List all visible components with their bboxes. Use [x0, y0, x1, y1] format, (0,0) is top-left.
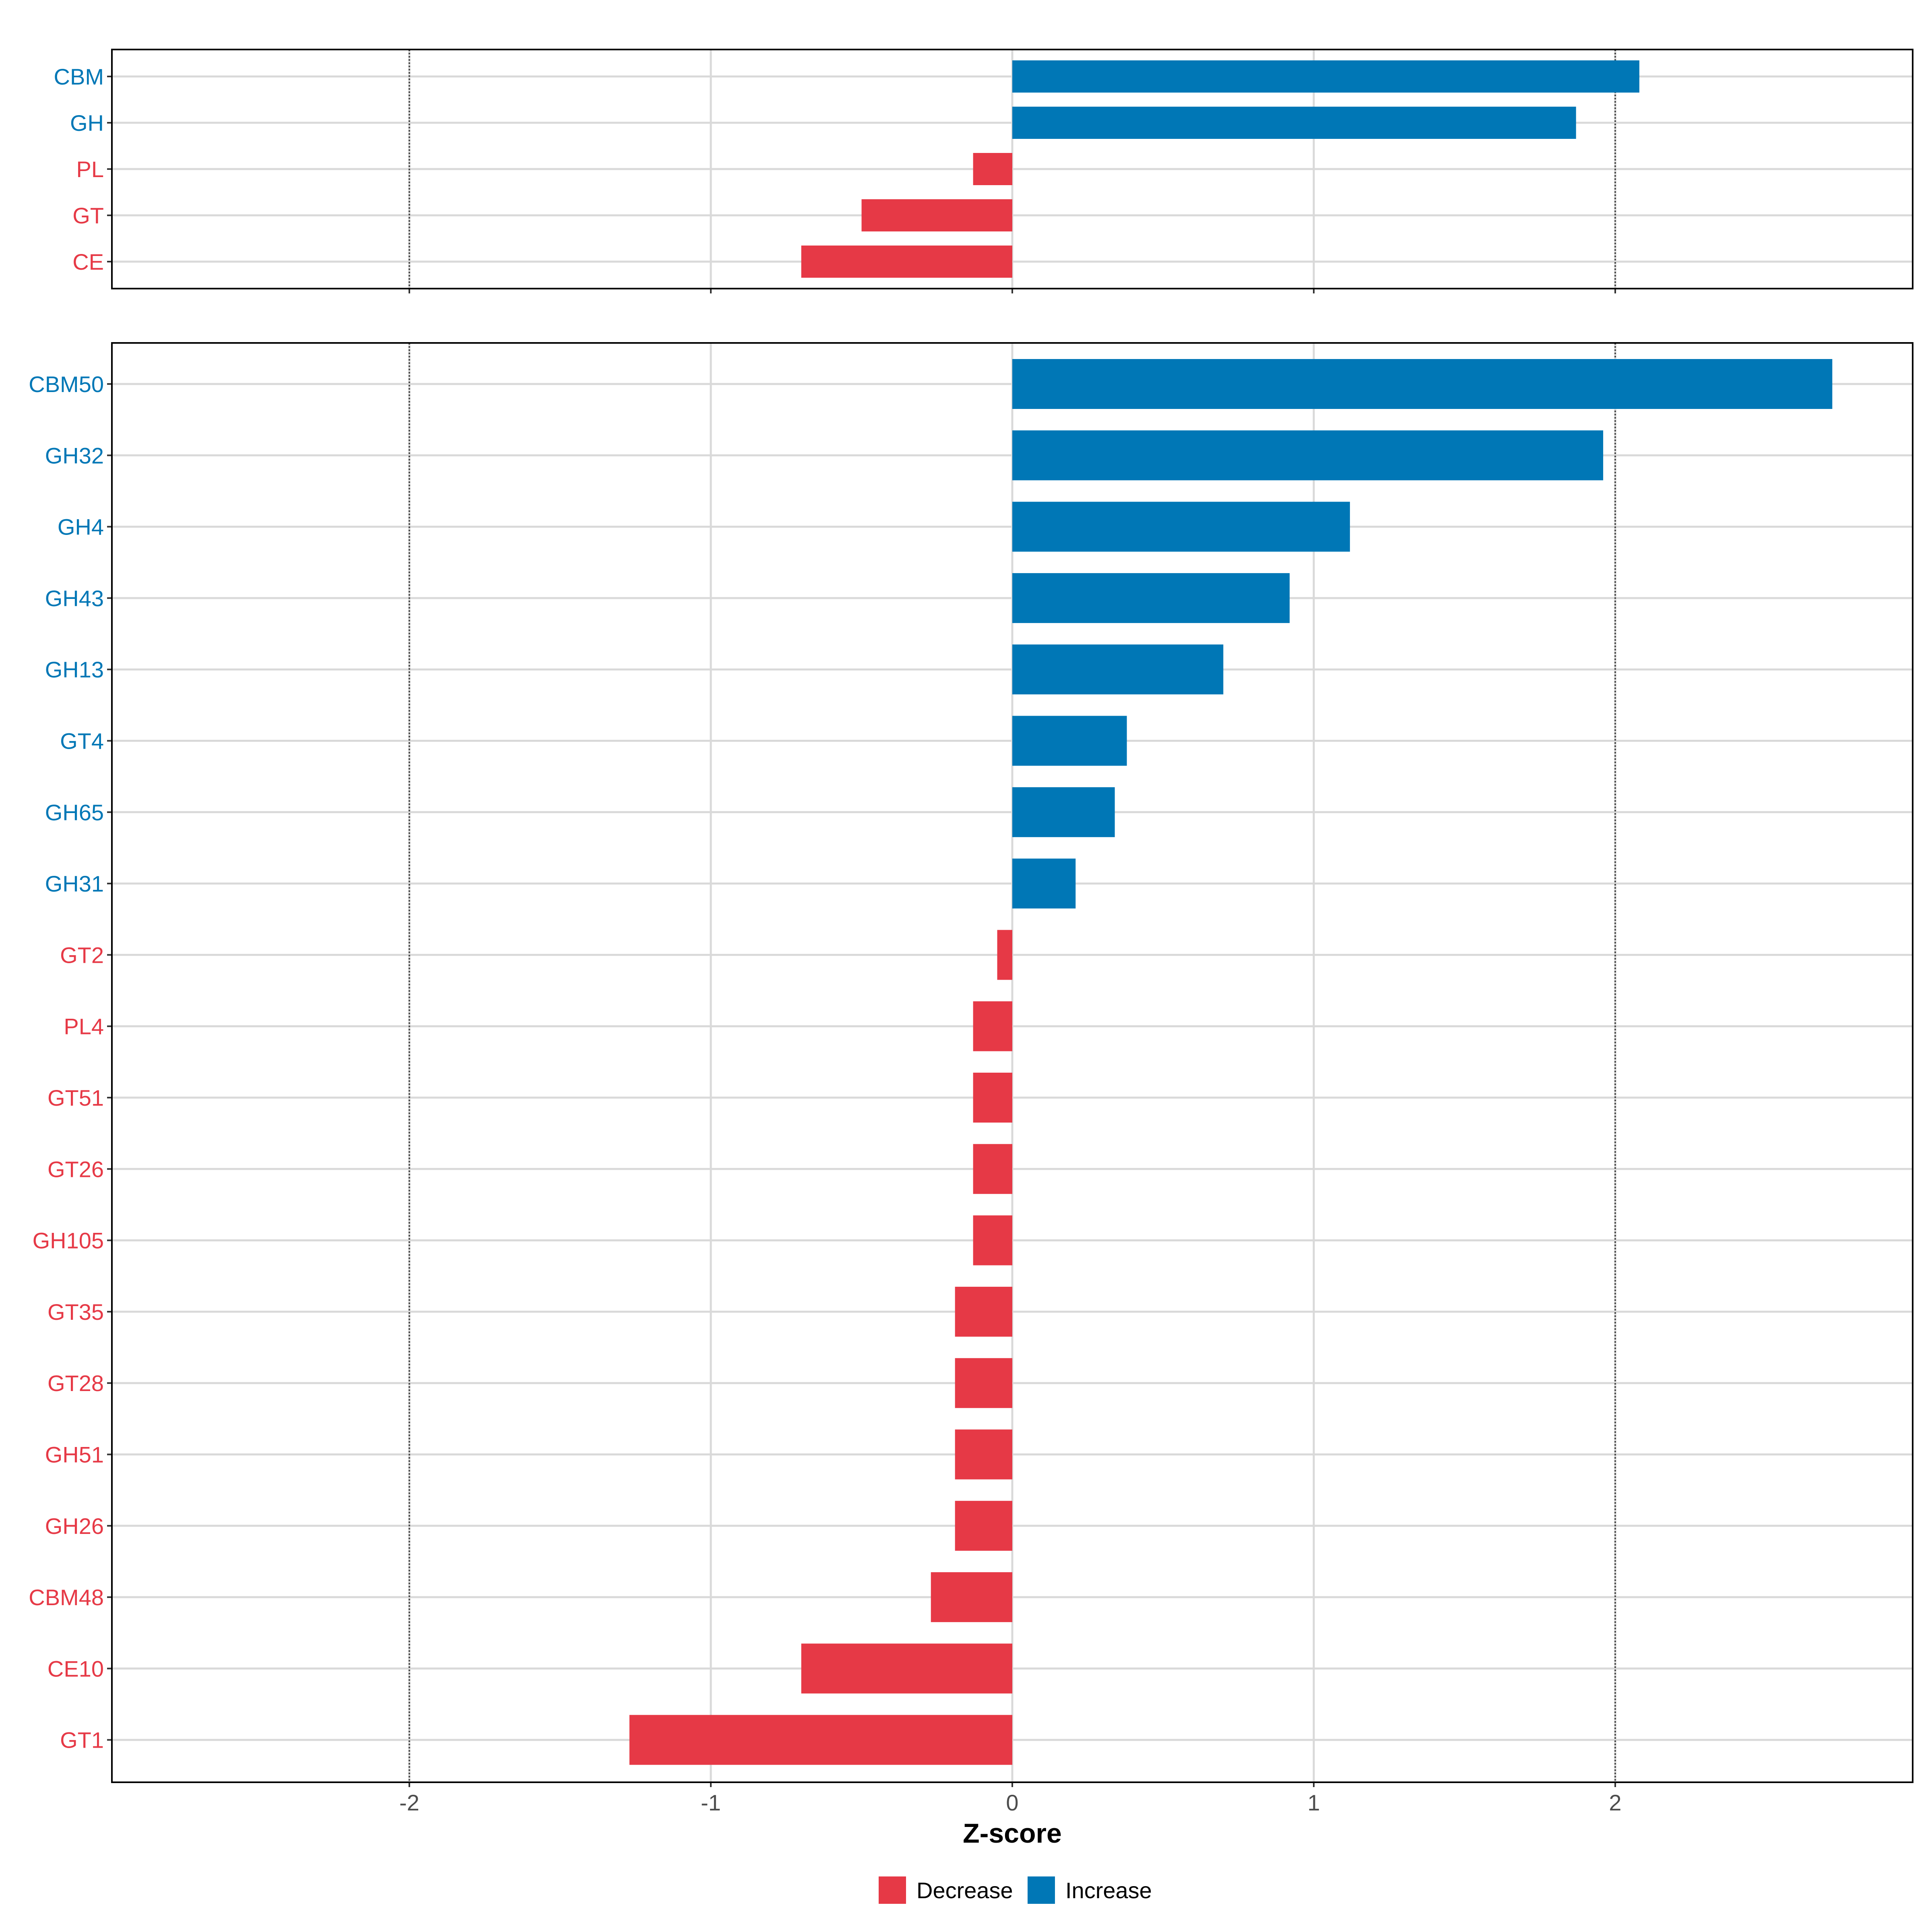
category-label: GH26 [45, 1513, 104, 1539]
category-label: GT4 [60, 729, 104, 754]
category-label: GT [72, 203, 104, 228]
legend-label-decrease: Decrease [916, 1878, 1013, 1903]
category-label: GH65 [45, 800, 104, 825]
bar-pl [973, 153, 1012, 185]
bar-gt2 [997, 930, 1012, 980]
bar-cbm [1012, 60, 1639, 93]
x-tick-label: 1 [1307, 1790, 1320, 1815]
category-label: GT26 [47, 1156, 104, 1182]
x-tick-label: 2 [1609, 1790, 1621, 1815]
category-label: CE [72, 249, 104, 275]
legend-swatch-decrease [879, 1876, 906, 1904]
x-tick-label: -1 [701, 1790, 721, 1815]
x-axis-title: Z-score [963, 1818, 1062, 1849]
bar-gt26 [973, 1144, 1012, 1194]
category-label: PL4 [64, 1014, 104, 1039]
bar-gt51 [973, 1073, 1012, 1123]
bar-gh31 [1012, 859, 1076, 909]
bar-gh [1012, 107, 1576, 139]
category-label: GH31 [45, 871, 104, 896]
x-tick-label: -2 [399, 1790, 419, 1815]
category-label: CBM50 [29, 372, 104, 397]
bar-ce [801, 246, 1012, 278]
bar-gt35 [955, 1286, 1012, 1337]
category-label: GH [70, 110, 104, 136]
bar-gt1 [629, 1715, 1012, 1765]
category-label: GT51 [47, 1085, 104, 1110]
category-label: CBM48 [29, 1585, 104, 1610]
bar-cbm50 [1012, 359, 1833, 409]
category-label: GT35 [47, 1299, 104, 1325]
panel-border [111, 342, 1913, 1783]
legend: Decrease Increase [879, 1876, 1152, 1904]
bar-gh43 [1012, 573, 1290, 623]
category-label: GH32 [45, 443, 104, 468]
bar-gh51 [955, 1429, 1012, 1480]
bar-pl4 [973, 1001, 1012, 1051]
category-label: GH13 [45, 657, 104, 682]
bar-gt28 [955, 1358, 1012, 1408]
bar-cbm48 [931, 1572, 1012, 1622]
bar-gt [861, 199, 1012, 231]
bar-gh4 [1012, 502, 1350, 552]
category-label: GH4 [58, 514, 104, 540]
bar-gh13 [1012, 644, 1224, 695]
panel-subfamily: CBM50 GH32 GH4 GH43 GH13 GT4 GH65 GH31 GT2 PL4 GT5… [29, 342, 1913, 1787]
category-label: GT2 [60, 942, 104, 968]
x-axis: -2 -1 0 1 2 [399, 1790, 1621, 1815]
panel-border [111, 49, 1913, 289]
category-label: GH51 [45, 1442, 104, 1468]
category-label: GH105 [33, 1228, 104, 1253]
legend-swatch-increase [1028, 1876, 1055, 1904]
legend-label-increase: Increase [1065, 1878, 1152, 1903]
category-label: CBM [54, 64, 104, 89]
category-label: PL [76, 157, 104, 182]
category-label: GT1 [60, 1728, 104, 1753]
bar-gt4 [1012, 716, 1127, 766]
bar-gh105 [973, 1215, 1012, 1265]
x-tick-label: 0 [1006, 1790, 1018, 1815]
bar-gh32 [1012, 430, 1604, 481]
bar-ce10 [801, 1643, 1012, 1694]
bar-gh26 [955, 1501, 1012, 1551]
category-label: GT28 [47, 1371, 104, 1396]
panel-family: CBM GH PL GT CE [54, 49, 1913, 293]
category-label: GH43 [45, 586, 104, 611]
category-label: CE10 [47, 1656, 104, 1681]
bar-gh65 [1012, 787, 1115, 837]
